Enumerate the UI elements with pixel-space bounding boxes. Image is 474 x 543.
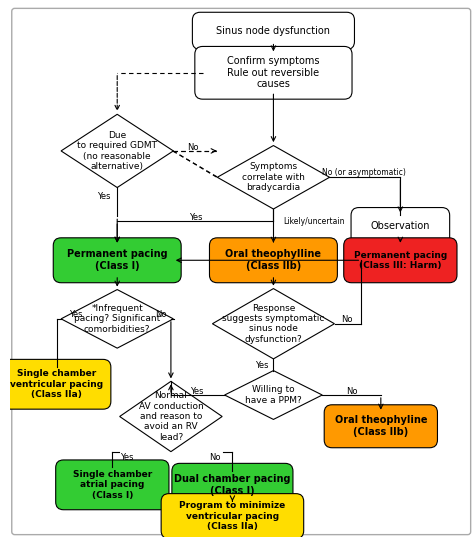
FancyBboxPatch shape — [324, 405, 438, 448]
Text: *Infrequent
pacing? Significant
comorbidities?: *Infrequent pacing? Significant comorbid… — [74, 304, 160, 334]
Text: Oral theophyline
(Class IIb): Oral theophyline (Class IIb) — [335, 415, 427, 437]
Text: Observation: Observation — [371, 221, 430, 231]
FancyBboxPatch shape — [161, 494, 304, 539]
Text: No: No — [346, 387, 357, 396]
FancyBboxPatch shape — [210, 238, 337, 283]
Polygon shape — [119, 381, 222, 452]
Text: Likely/uncertain: Likely/uncertain — [283, 217, 345, 226]
Text: Willing to
have a PPM?: Willing to have a PPM? — [245, 386, 302, 405]
Text: No (or asymptomatic): No (or asymptomatic) — [322, 168, 406, 177]
Polygon shape — [225, 371, 322, 419]
Text: Symptoms
correlate with
bradycardia: Symptoms correlate with bradycardia — [242, 162, 305, 192]
Text: No: No — [188, 142, 199, 151]
Text: Permanent pacing
(Class III: Harm): Permanent pacing (Class III: Harm) — [354, 250, 447, 270]
Text: No: No — [341, 315, 352, 324]
Text: Yes: Yes — [70, 311, 83, 319]
Text: Permanent pacing
(Class I): Permanent pacing (Class I) — [67, 249, 167, 271]
FancyBboxPatch shape — [2, 359, 111, 409]
FancyBboxPatch shape — [192, 12, 355, 49]
Polygon shape — [61, 289, 173, 348]
Text: Single chamber
ventricular pacing
(Class IIa): Single chamber ventricular pacing (Class… — [10, 369, 103, 399]
Text: Program to minimize
ventricular pacing
(Class IIa): Program to minimize ventricular pacing (… — [179, 501, 285, 531]
Text: Confirm symptoms
Rule out reversible
causes: Confirm symptoms Rule out reversible cau… — [227, 56, 319, 90]
Text: No: No — [155, 311, 167, 319]
FancyBboxPatch shape — [195, 47, 352, 99]
Text: Dual chamber pacing
(Class I): Dual chamber pacing (Class I) — [174, 474, 291, 496]
Text: Single chamber
atrial pacing
(Class I): Single chamber atrial pacing (Class I) — [73, 470, 152, 500]
FancyBboxPatch shape — [344, 238, 457, 283]
Text: Yes: Yes — [97, 192, 110, 201]
Text: Yes: Yes — [191, 387, 204, 396]
Polygon shape — [61, 115, 173, 187]
Text: Yes: Yes — [255, 361, 268, 370]
Polygon shape — [212, 288, 335, 359]
Text: Yes: Yes — [189, 213, 202, 222]
FancyBboxPatch shape — [351, 207, 450, 245]
FancyBboxPatch shape — [56, 460, 169, 510]
FancyBboxPatch shape — [172, 463, 293, 506]
Text: Sinus node dysfunction: Sinus node dysfunction — [217, 26, 330, 36]
FancyBboxPatch shape — [53, 238, 181, 283]
Text: Normal
AV conduction
and reason to
avoid an RV
lead?: Normal AV conduction and reason to avoid… — [138, 391, 203, 442]
Text: No: No — [209, 453, 220, 462]
Text: Yes: Yes — [120, 453, 134, 462]
Text: Oral theophylline
(Class IIb): Oral theophylline (Class IIb) — [226, 249, 321, 271]
Text: Response
suggests symptomatic
sinus node
dysfunction?: Response suggests symptomatic sinus node… — [222, 304, 325, 344]
Polygon shape — [217, 146, 329, 209]
Text: Due
to required GDMT
(no reasonable
alternative): Due to required GDMT (no reasonable alte… — [77, 131, 157, 171]
